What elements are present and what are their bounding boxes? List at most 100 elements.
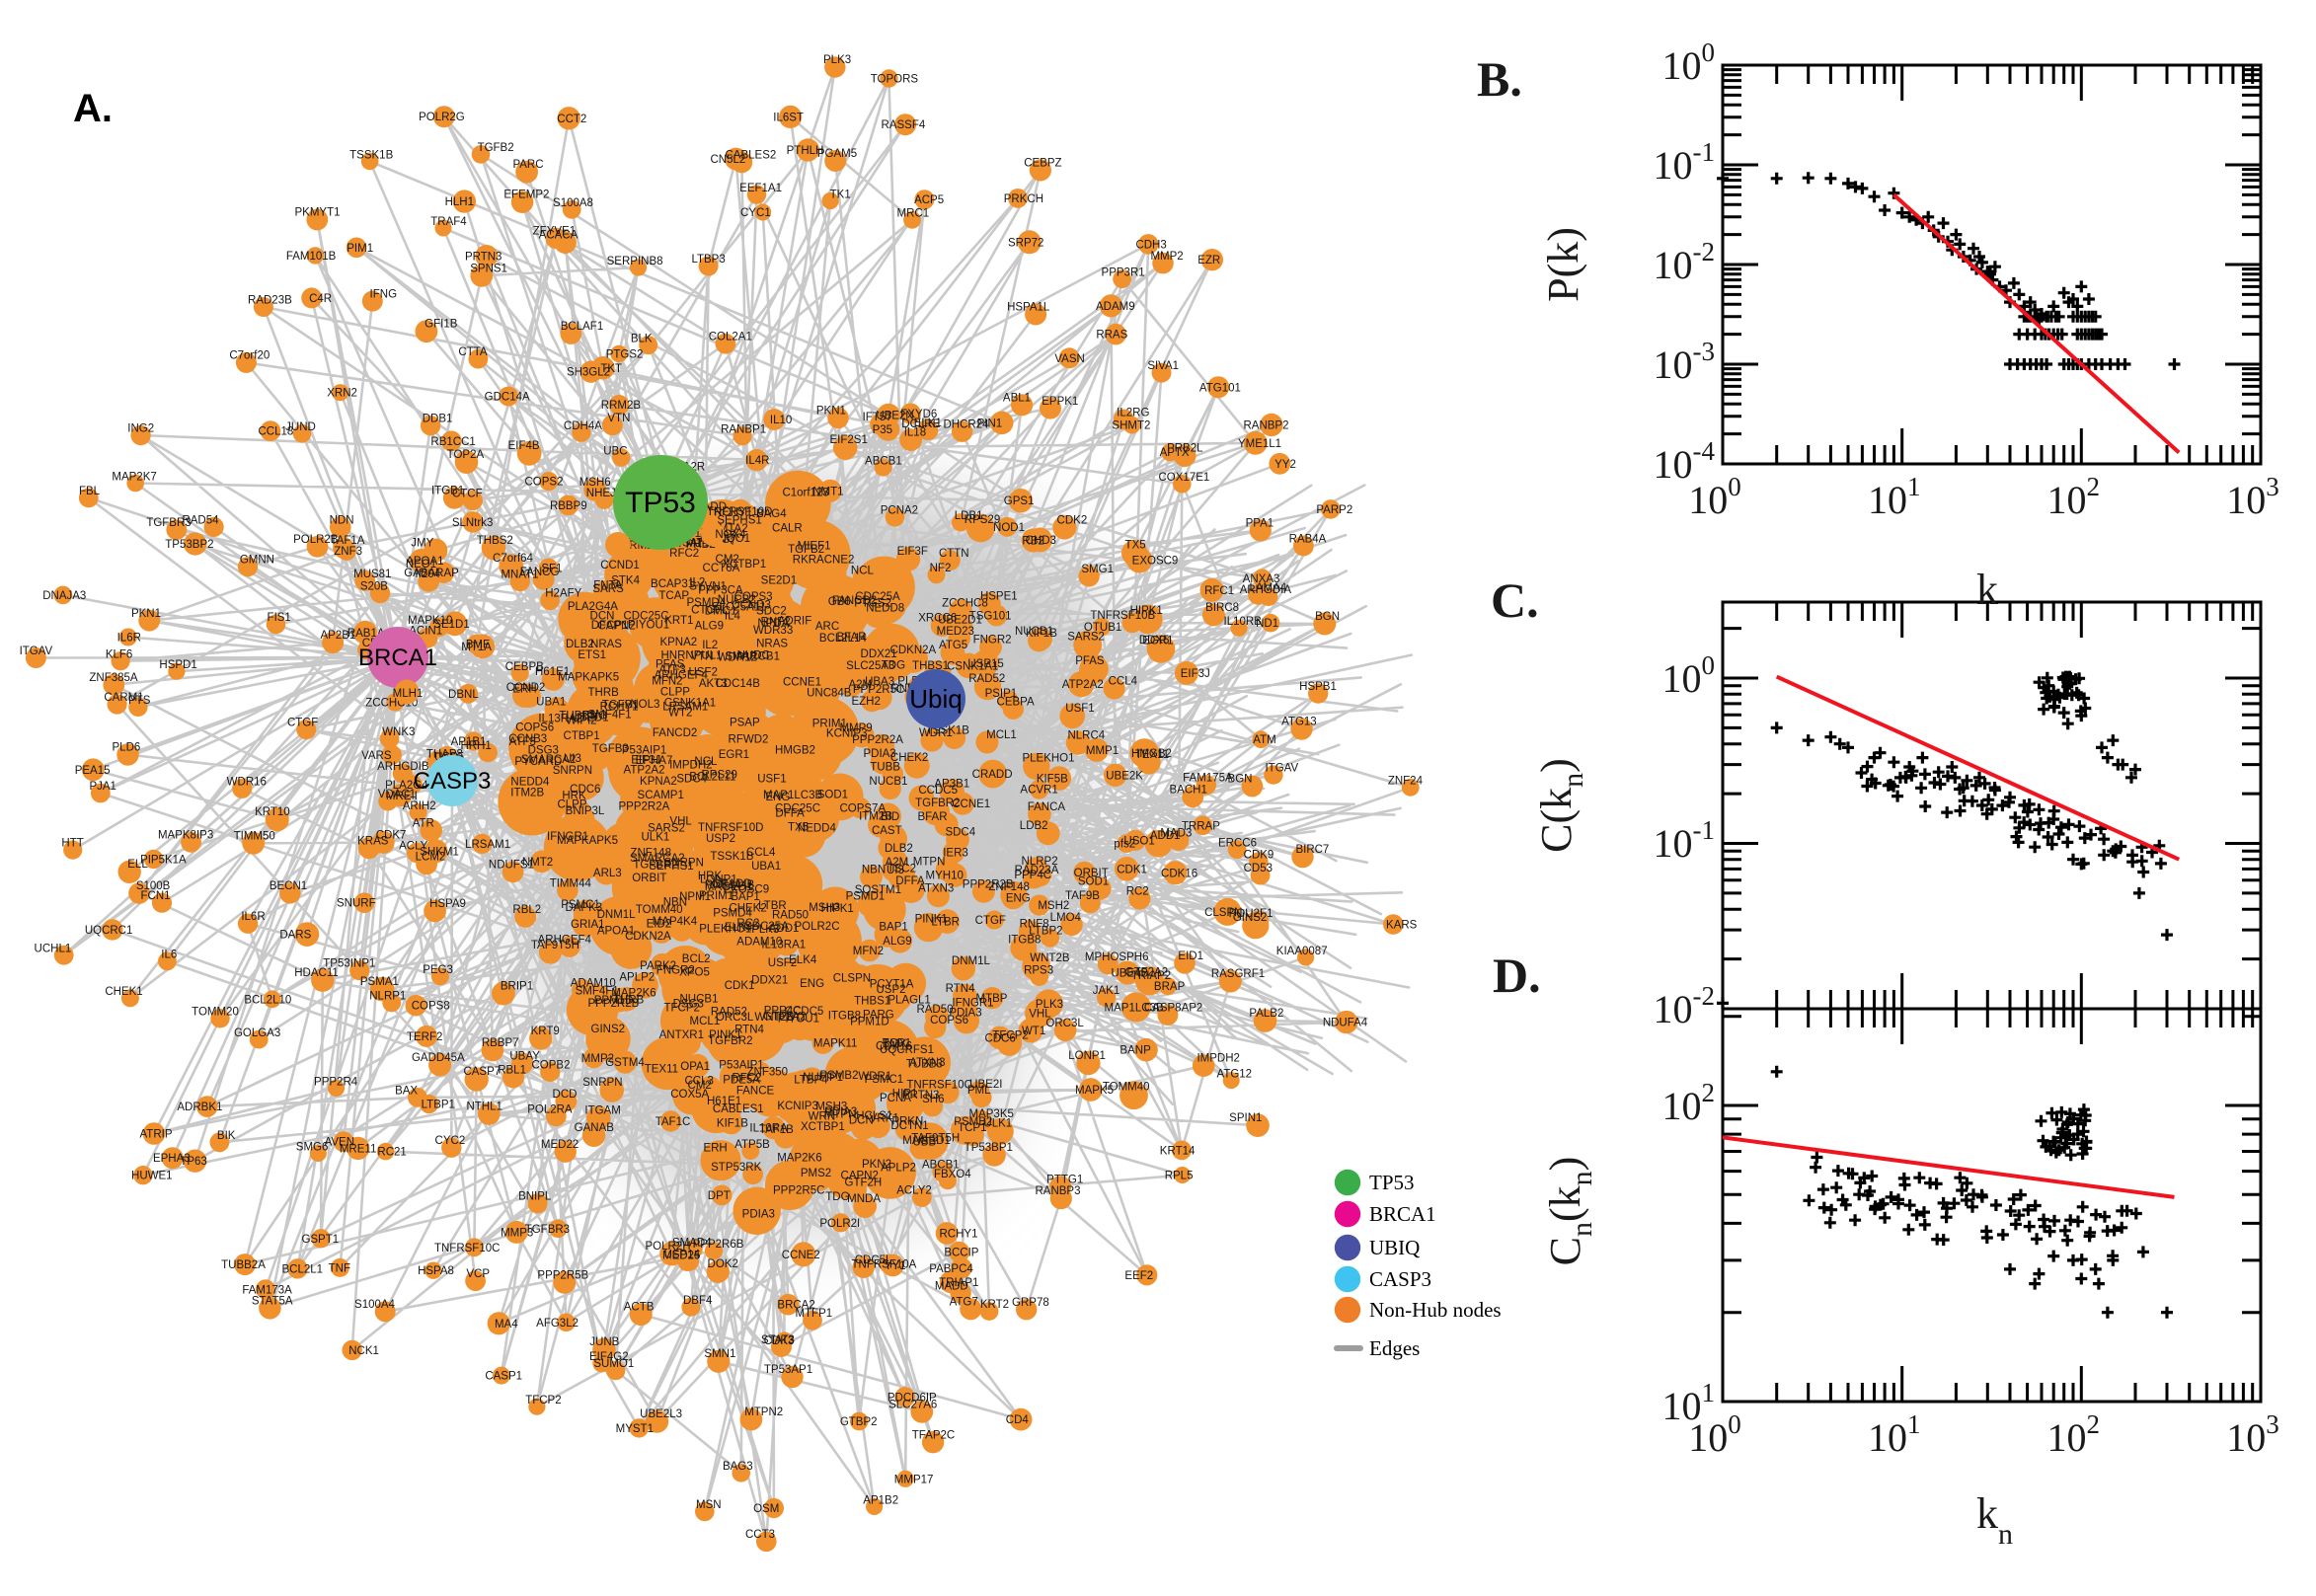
svg-text:MYST1: MYST1 <box>616 1423 654 1435</box>
svg-text:BCAP31: BCAP31 <box>651 578 694 590</box>
svg-text:PKN1: PKN1 <box>131 608 161 620</box>
svg-text:MNDA: MNDA <box>847 1193 881 1205</box>
svg-text:DFCP1: DFCP1 <box>591 620 629 632</box>
svg-text:RASGRF1: RASGRF1 <box>1211 968 1265 980</box>
svg-text:IL2: IL2 <box>689 577 705 589</box>
svg-text:COPS6: COPS6 <box>515 722 554 733</box>
svg-text:RAB4A: RAB4A <box>1289 533 1327 545</box>
svg-text:USP2: USP2 <box>706 833 735 845</box>
svg-text:BAG4: BAG4 <box>756 508 787 520</box>
svg-text:HSPE1: HSPE1 <box>980 591 1018 603</box>
svg-text:RNF144B: RNF144B <box>705 879 755 891</box>
svg-text:ENG: ENG <box>765 792 790 803</box>
svg-text:TSSK1B: TSSK1B <box>710 851 753 863</box>
svg-text:CCL4: CCL4 <box>1109 676 1138 688</box>
svg-text:PPP2R5B: PPP2R5B <box>537 1270 588 1282</box>
svg-text:AP2B1: AP2B1 <box>320 630 355 642</box>
svg-text:TRIAP2: TRIAP2 <box>1131 970 1171 982</box>
svg-text:PEG3: PEG3 <box>423 964 453 976</box>
svg-text:MTBP: MTBP <box>976 993 1008 1005</box>
svg-text:YME1L1: YME1L1 <box>1238 438 1281 450</box>
svg-text:CABLES2: CABLES2 <box>726 150 777 162</box>
svg-text:EEF1A1: EEF1A1 <box>739 183 782 194</box>
svg-text:GSPT1: GSPT1 <box>301 1234 339 1246</box>
svg-text:IL6ST: IL6ST <box>773 112 804 123</box>
svg-text:MSN: MSN <box>696 1499 722 1511</box>
svg-text:NOX4: NOX4 <box>715 529 746 541</box>
svg-text:PPA1: PPA1 <box>1246 518 1274 530</box>
svg-text:CASP3: CASP3 <box>1369 1267 1431 1291</box>
svg-text:COPS8: COPS8 <box>412 1001 450 1013</box>
svg-text:EID2: EID2 <box>647 919 672 931</box>
svg-text:CTTN: CTTN <box>939 548 969 560</box>
svg-text:BGN: BGN <box>1315 611 1340 623</box>
svg-text:S100A8: S100A8 <box>553 197 593 209</box>
svg-text:IMPDH2: IMPDH2 <box>1197 1053 1239 1065</box>
svg-text:PPP2R6B: PPP2R6B <box>693 1239 744 1251</box>
svg-text:MAPK8IP3: MAPK8IP3 <box>158 830 213 842</box>
svg-text:IL6R: IL6R <box>241 911 265 923</box>
svg-text:UBAY: UBAY <box>509 1051 540 1063</box>
svg-text:CASP7: CASP7 <box>463 1066 501 1078</box>
svg-text:SNRPN: SNRPN <box>582 1077 622 1089</box>
svg-text:BACH1: BACH1 <box>1170 785 1207 797</box>
svg-text:LTBP1: LTBP1 <box>422 1100 455 1111</box>
svg-text:MED25: MED25 <box>662 1251 700 1262</box>
svg-text:GANAB: GANAB <box>575 1122 615 1134</box>
svg-text:MCL1: MCL1 <box>986 729 1017 741</box>
svg-text:FNGR2: FNGR2 <box>973 635 1012 646</box>
svg-text:NBN: NBN <box>862 865 886 876</box>
svg-text:DDX5: DDX5 <box>1139 635 1170 646</box>
svg-text:CRADD: CRADD <box>972 769 1013 781</box>
svg-text:TNFRSF10B: TNFRSF10B <box>1090 610 1155 622</box>
svg-text:POLR2B: POLR2B <box>293 534 339 546</box>
svg-text:DDB1: DDB1 <box>423 414 453 425</box>
svg-text:MSH3: MSH3 <box>815 1101 847 1112</box>
svg-text:TUBB2A: TUBB2A <box>221 1259 266 1271</box>
svg-text:PCYT1A: PCYT1A <box>870 979 914 991</box>
svg-text:TCAP: TCAP <box>658 590 689 602</box>
svg-text:CTBP1: CTBP1 <box>564 730 600 742</box>
svg-text:NF2: NF2 <box>930 563 952 574</box>
svg-text:ACP5: ACP5 <box>914 194 944 206</box>
svg-text:EGR1: EGR1 <box>719 749 749 761</box>
svg-text:RRM2B: RRM2B <box>601 400 642 412</box>
svg-text:RFC2: RFC2 <box>732 1072 761 1084</box>
svg-text:MAPKAPK5: MAPKAPK5 <box>558 672 619 684</box>
svg-text:KRT2: KRT2 <box>980 1299 1009 1311</box>
svg-text:SPIN1: SPIN1 <box>1229 1112 1262 1124</box>
svg-text:MAP2K6: MAP2K6 <box>777 1153 821 1165</box>
svg-text:DOK2: DOK2 <box>708 1258 738 1270</box>
svg-text:CYC1: CYC1 <box>740 207 771 219</box>
svg-text:TNFRSF10C: TNFRSF10C <box>434 1243 500 1254</box>
svg-text:TP53: TP53 <box>1369 1171 1415 1194</box>
svg-text:AP1B1: AP1B1 <box>451 736 487 748</box>
svg-text:IL10RB: IL10RB <box>1224 616 1263 628</box>
svg-text:DNM1L: DNM1L <box>597 909 637 921</box>
svg-text:BAP1: BAP1 <box>879 921 907 933</box>
svg-text:RNF2: RNF2 <box>761 617 791 629</box>
svg-text:A2M: A2M <box>886 857 909 869</box>
svg-text:ADRBK1: ADRBK1 <box>177 1102 222 1113</box>
svg-text:IFT57: IFT57 <box>863 412 892 423</box>
svg-text:ACLY: ACLY <box>399 840 428 852</box>
svg-text:TOPORS: TOPORS <box>871 74 919 86</box>
svg-text:PFAS: PFAS <box>1075 655 1105 667</box>
svg-text:TGFBR3: TGFBR3 <box>146 517 191 529</box>
svg-text:HMGB2: HMGB2 <box>775 745 815 757</box>
svg-text:PDIA3: PDIA3 <box>863 748 895 760</box>
svg-text:HSPA1L: HSPA1L <box>1007 302 1050 314</box>
svg-text:DNAJA3: DNAJA3 <box>42 590 86 602</box>
svg-text:CAST: CAST <box>872 825 902 837</box>
svg-text:SPNS1: SPNS1 <box>470 263 507 274</box>
svg-text:DLB2: DLB2 <box>885 843 913 855</box>
svg-text:LMO4: LMO4 <box>1050 912 1082 924</box>
svg-text:ATG7: ATG7 <box>950 1296 978 1308</box>
svg-text:XRCC6: XRCC6 <box>918 613 957 625</box>
svg-text:FNGR2: FNGR2 <box>656 965 695 977</box>
svg-text:RC2: RC2 <box>1126 886 1149 898</box>
svg-text:ATP2A2: ATP2A2 <box>1062 679 1104 691</box>
svg-text:ITGAV: ITGAV <box>20 646 53 657</box>
svg-text:TP53: TP53 <box>625 487 696 519</box>
svg-text:LDB1: LDB1 <box>955 510 983 522</box>
